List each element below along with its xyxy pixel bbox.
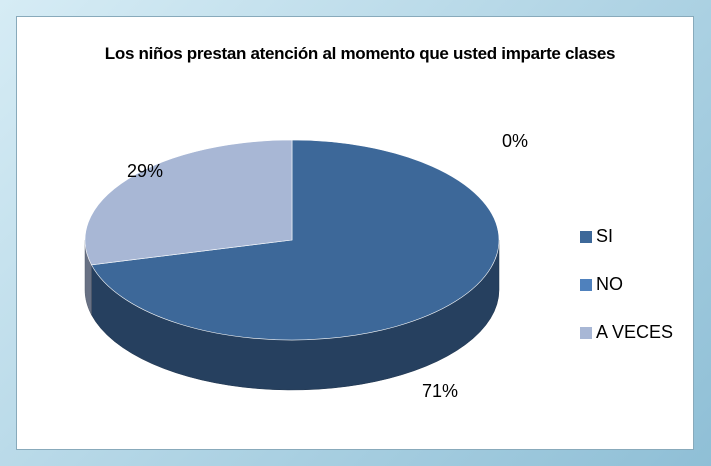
legend-swatch — [580, 279, 592, 291]
legend-label: SI — [596, 226, 613, 246]
legend-label: NO — [596, 274, 623, 294]
legend-label: A VECES — [596, 322, 673, 342]
data-label: 0% — [502, 131, 528, 151]
chart-title: Los niños prestan atención al momento qu… — [104, 44, 616, 63]
pie-slice — [84, 139, 293, 266]
pie-slice — [91, 139, 500, 341]
legend-swatch — [580, 327, 592, 339]
data-label: 71% — [422, 381, 458, 401]
data-label: 29% — [127, 161, 163, 181]
legend-swatch — [580, 231, 592, 243]
